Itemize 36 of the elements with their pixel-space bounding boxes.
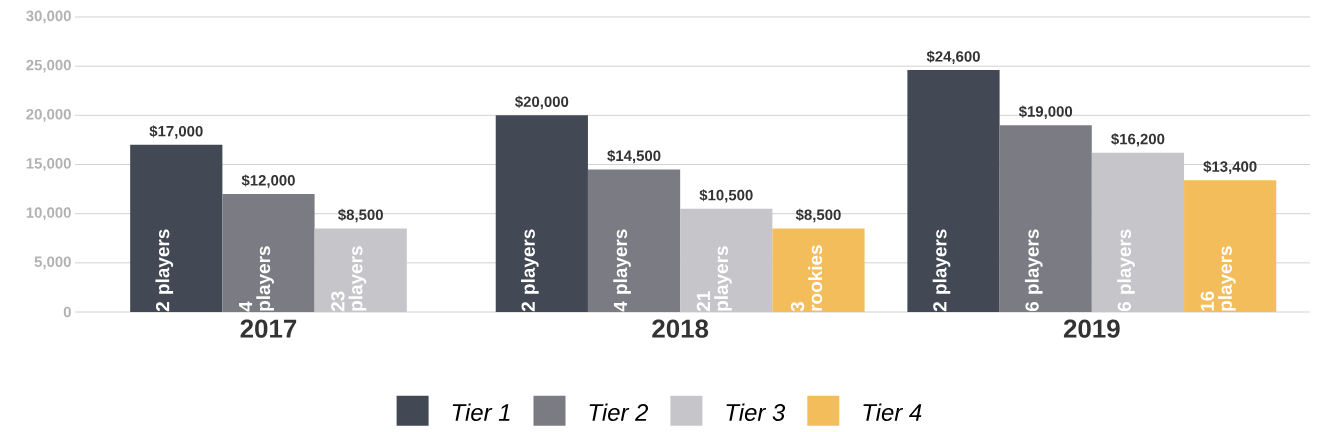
data-label: $13,400 [1203, 160, 1257, 175]
y-tick-label: 30,000 [26, 10, 71, 24]
annotation: 2 players [155, 229, 174, 312]
data-label: $19,000 [1018, 105, 1073, 119]
annotation: 4 players [239, 246, 274, 312]
y-tick-label: 20,000 [26, 108, 71, 122]
legend-label: Tier 1 [452, 403, 510, 421]
legend-label: Tier 2 [589, 403, 649, 421]
annotation: 21 players [696, 246, 732, 312]
data-label: $10,500 [699, 189, 753, 203]
data-label: $14,500 [607, 149, 661, 164]
data-label: $20,000 [515, 95, 569, 110]
data-label: $17,000 [149, 125, 203, 139]
annotation: 6 players [1024, 229, 1043, 312]
annotation: 4 players [613, 229, 631, 312]
x-tick-label: 2017 [240, 319, 297, 338]
y-tick-label: 10,000 [26, 207, 71, 221]
y-tick-label: 25,000 [26, 59, 71, 73]
legend-label: Tier 3 [726, 403, 786, 421]
annotation: 3 rookies [790, 245, 823, 312]
y-tick-label: 0 [63, 306, 71, 318]
y-tick-label: 15,000 [26, 158, 71, 171]
annotation: 6 players [1117, 229, 1135, 312]
x-tick-label: 2018 [652, 319, 709, 338]
annotation: 2 players [932, 229, 951, 312]
data-label: $8,500 [795, 208, 841, 223]
annotation: 23 players [331, 246, 367, 312]
data-label: $24,600 [926, 50, 980, 64]
annotation: 2 players [521, 229, 539, 312]
data-label: $16,200 [1111, 133, 1165, 147]
annotation: 16 players [1200, 246, 1236, 311]
data-label: $12,000 [241, 174, 295, 188]
x-tick-label: 2019 [1063, 319, 1120, 338]
y-tick-label: 5,000 [34, 256, 71, 270]
legend-label: Tier 4 [863, 403, 922, 421]
data-label: $8,500 [338, 208, 383, 223]
